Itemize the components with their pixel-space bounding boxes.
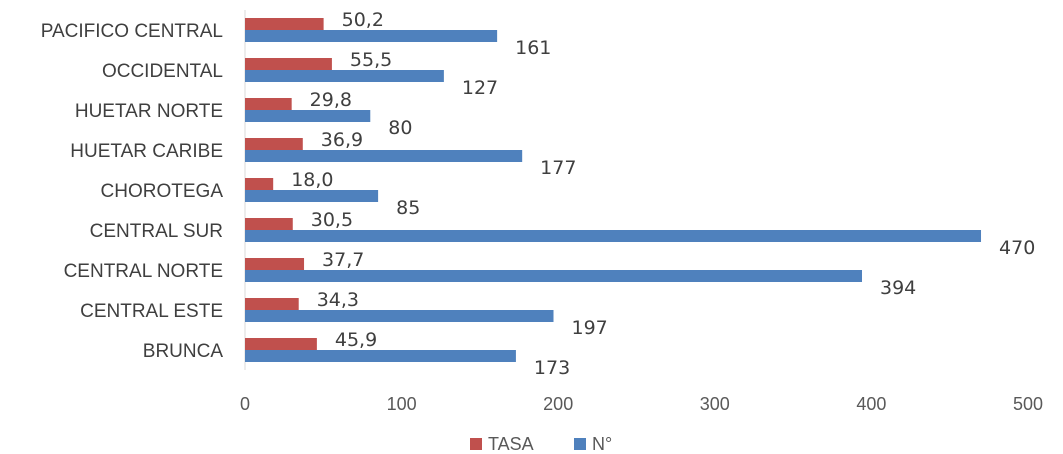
legend: TASA N° (470, 434, 612, 454)
bar-nnum-central-este (245, 310, 554, 322)
category-label-central-este: CENTRAL ESTE (80, 301, 223, 322)
category-label-pacifico-central: PACIFICO CENTRAL (41, 21, 223, 42)
legend-label-nnum: N° (592, 434, 612, 454)
bar-nnum-brunca (245, 350, 516, 362)
category-label-central-norte: CENTRAL NORTE (64, 261, 223, 282)
bar-nnum-chorotega (245, 190, 379, 202)
legend-swatch-tasa (470, 438, 482, 450)
bar-tasa-central-sur (245, 218, 293, 230)
data-label-tasa-chorotega: 18,0 (291, 169, 333, 191)
bar-tasa-occidental (245, 58, 332, 70)
data-label-nnum-huetar-norte: 80 (388, 117, 412, 139)
bar-tasa-chorotega (245, 178, 274, 190)
data-label-nnum-brunca: 173 (534, 357, 570, 379)
category-label-huetar-norte: HUETAR NORTE (75, 101, 223, 122)
category-label-brunca: BRUNCA (143, 341, 224, 362)
data-label-nnum-central-sur: 470 (999, 237, 1035, 259)
category-label-chorotega: CHOROTEGA (101, 181, 224, 202)
data-label-tasa-central-sur: 30,5 (311, 209, 353, 231)
bar-nnum-huetar-caribe (245, 150, 523, 162)
data-label-tasa-huetar-caribe: 36,9 (321, 129, 363, 151)
category-label-occidental: OCCIDENTAL (102, 61, 223, 82)
x-tick-label: 100 (387, 394, 417, 414)
data-label-tasa-central-este: 34,3 (317, 289, 359, 311)
bars (245, 18, 982, 362)
data-label-nnum-central-norte: 394 (880, 277, 916, 299)
data-label-tasa-central-norte: 37,7 (322, 249, 364, 271)
x-tick-label: 300 (700, 394, 730, 414)
legend-label-tasa: TASA (488, 434, 534, 454)
bar-tasa-huetar-caribe (245, 138, 303, 150)
legend-swatch-nnum (574, 438, 586, 450)
bar-nnum-pacifico-central (245, 30, 498, 42)
data-label-nnum-central-este: 197 (572, 317, 608, 339)
data-label-tasa-pacifico-central: 50,2 (342, 9, 384, 31)
data-label-tasa-huetar-norte: 29,8 (310, 89, 352, 111)
x-tick-label: 200 (543, 394, 573, 414)
bar-tasa-huetar-norte (245, 98, 292, 110)
data-label-tasa-occidental: 55,5 (350, 49, 392, 71)
x-tick-label: 500 (1013, 394, 1043, 414)
data-label-nnum-huetar-caribe: 177 (540, 157, 576, 179)
data-label-tasa-brunca: 45,9 (335, 329, 377, 351)
bar-tasa-brunca (245, 338, 317, 350)
bar-nnum-occidental (245, 70, 444, 82)
bar-nnum-huetar-norte (245, 110, 371, 122)
x-tick-label: 400 (856, 394, 886, 414)
data-label-nnum-pacifico-central: 161 (515, 37, 551, 59)
data-label-nnum-occidental: 127 (462, 77, 498, 99)
data-labels: 45,9 173 34,3 197 37,7 394 30,5 470 18,0 85 36,9 17… (291, 9, 1035, 379)
bar-nnum-central-norte (245, 270, 863, 282)
tick-labels: BRUNCA CENTRAL ESTE CENTRAL NORTE CENTRAL S… (41, 21, 1043, 414)
bar-tasa-central-este (245, 298, 299, 310)
bar-nnum-central-sur (245, 230, 982, 242)
category-label-central-sur: CENTRAL SUR (90, 221, 223, 242)
bar-tasa-central-norte (245, 258, 305, 270)
x-tick-label: 0 (240, 394, 250, 414)
bar-tasa-pacifico-central (245, 18, 324, 30)
category-label-huetar-caribe: HUETAR CARIBE (70, 141, 223, 162)
data-label-nnum-chorotega: 85 (396, 197, 420, 219)
